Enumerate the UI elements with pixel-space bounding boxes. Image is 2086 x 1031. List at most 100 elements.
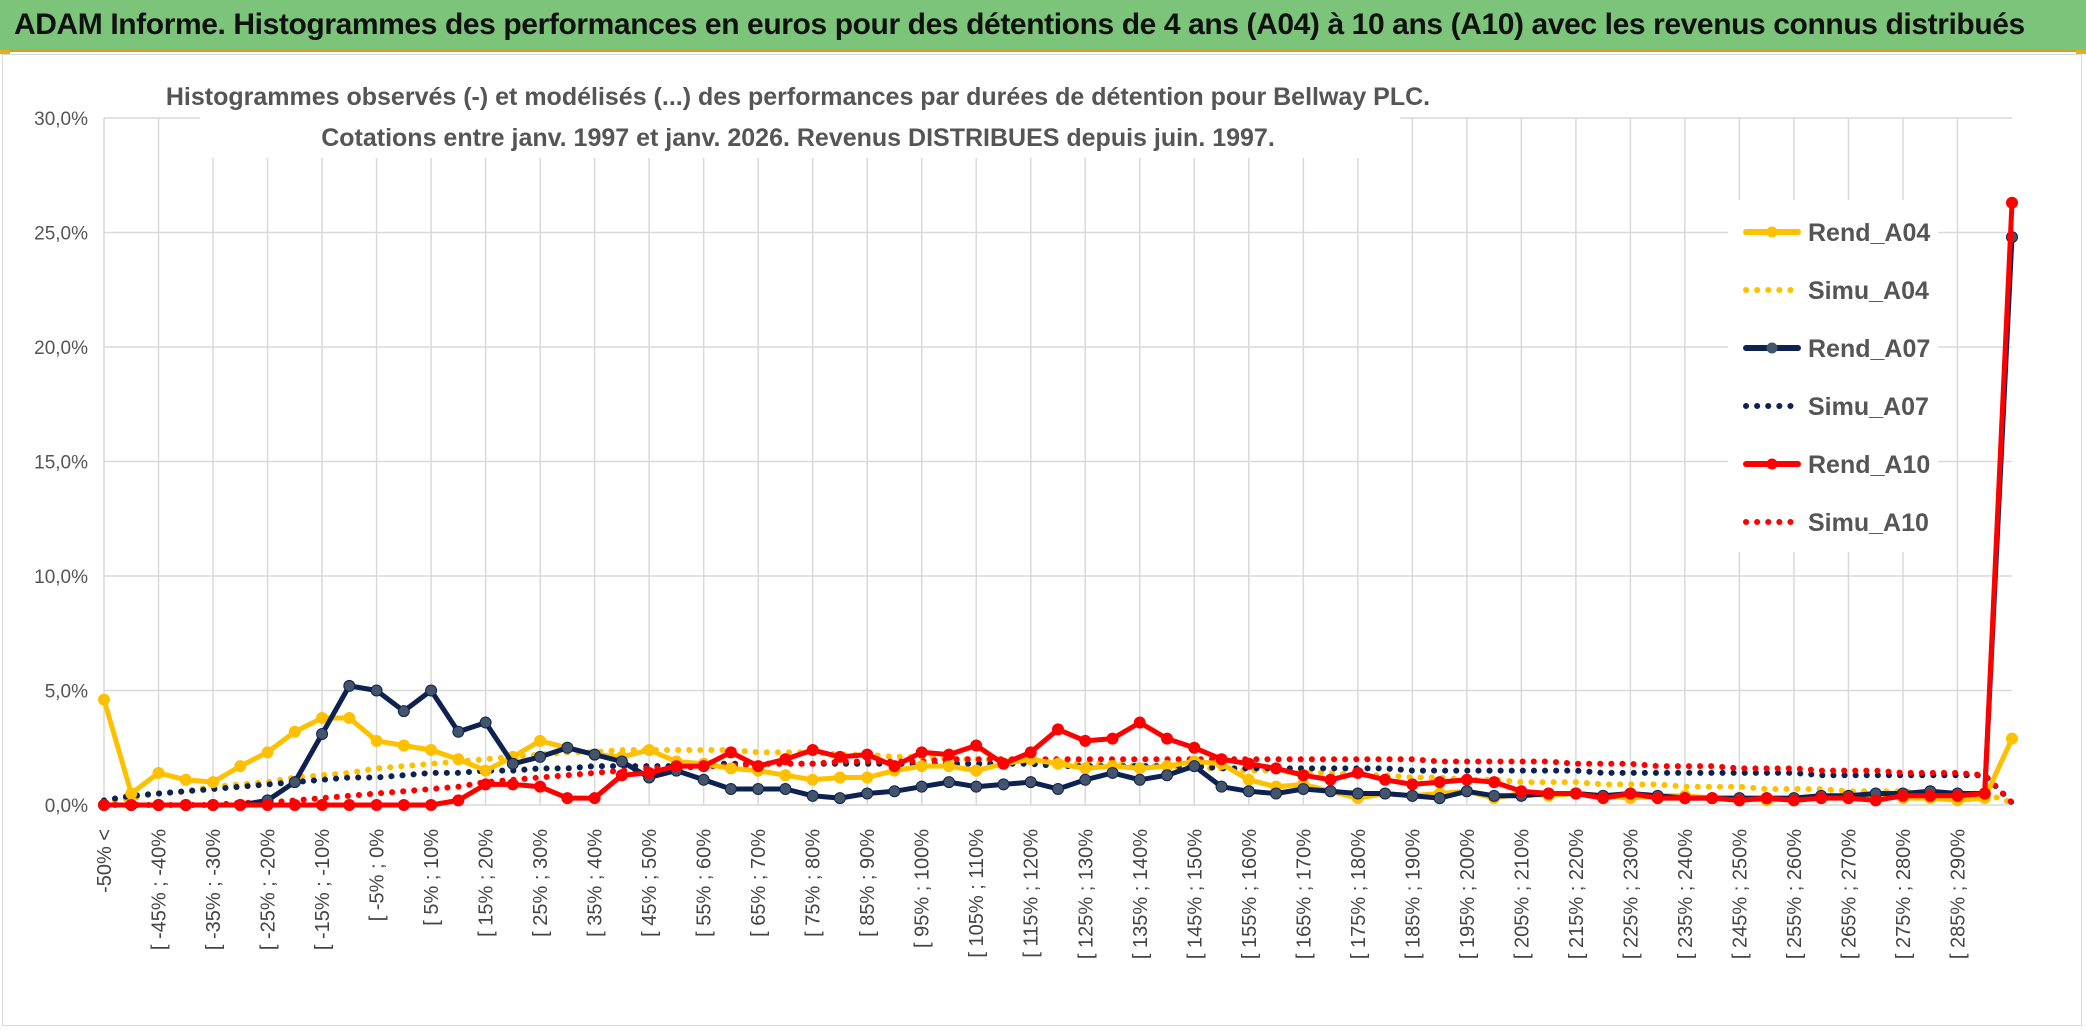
data-point-rend_a10 <box>152 799 165 811</box>
data-point-rend_a10 <box>288 799 301 811</box>
data-point-rend_a07 <box>1133 773 1146 786</box>
data-point-rend_a07 <box>1270 787 1283 800</box>
x-tick-label: [ 275% ; 280% <box>1893 829 1915 959</box>
data-point-rend_a10 <box>1542 787 1555 800</box>
data-point-rend_a04 <box>179 773 192 786</box>
data-point-rend_a10 <box>1869 794 1882 807</box>
data-point-rend_a10 <box>452 794 465 807</box>
chart-subtitle: Cotations entre janv. 1997 et janv. 2026… <box>321 124 1275 152</box>
data-point-rend_a07 <box>724 782 737 795</box>
data-point-rend_a10 <box>1106 732 1119 745</box>
data-point-rend_a04 <box>343 711 356 724</box>
data-point-rend_a10 <box>234 799 247 811</box>
data-point-rend_a07 <box>343 679 356 692</box>
data-point-rend_a07 <box>452 725 465 738</box>
data-point-rend_a10 <box>1460 773 1473 786</box>
data-point-rend_a10 <box>861 748 874 761</box>
data-point-rend_a04 <box>1052 757 1064 770</box>
data-point-rend_a07 <box>1488 789 1501 802</box>
data-point-rend_a07 <box>397 705 410 718</box>
x-tick-label: [ 75% ; 80% <box>803 829 825 937</box>
data-point-rend_a04 <box>316 711 329 724</box>
x-tick-label: [ 5% ; 10% <box>421 829 443 926</box>
data-point-rend_a07 <box>861 787 874 800</box>
data-point-rend_a10 <box>806 744 819 757</box>
y-axis-ticks: 0,0% 5,0% 10,0% 15,0% 20,0% 25,0% 30,0% <box>34 109 88 817</box>
data-point-rend_a07 <box>588 748 601 761</box>
data-point-rend_a10 <box>370 799 383 811</box>
data-point-rend_a07 <box>534 750 547 763</box>
data-point-rend_a04 <box>1133 762 1146 775</box>
data-point-rend_a04 <box>125 787 138 800</box>
legend-label-simu_a10: Simu_A10 <box>1808 509 1929 537</box>
legend-label-simu_a07: Simu_A07 <box>1808 393 1929 421</box>
series-layer <box>98 196 2018 811</box>
data-point-rend_a07 <box>779 782 792 795</box>
data-point-rend_a04 <box>806 773 819 786</box>
data-point-rend_a04 <box>397 739 410 752</box>
x-tick-label: [ 245% ; 250% <box>1729 829 1751 959</box>
frame-corner-mark <box>2076 50 2086 54</box>
y-tick-label: 20,0% <box>34 338 88 359</box>
data-point-rend_a10 <box>1270 762 1283 775</box>
series-line-rend_a10 <box>101 200 2015 808</box>
data-point-rend_a04 <box>234 760 247 773</box>
data-point-rend_a10 <box>425 799 438 811</box>
data-point-rend_a07 <box>1297 782 1310 795</box>
x-tick-label: -50% < <box>94 829 116 893</box>
data-point-rend_a04 <box>370 734 383 747</box>
legend-label-simu_a04: Simu_A04 <box>1808 277 1929 305</box>
data-point-rend_a07 <box>1188 760 1201 773</box>
data-point-rend_a10 <box>1242 757 1255 770</box>
x-tick-label: [ 25% ; 30% <box>530 829 552 937</box>
data-point-rend_a10 <box>1052 723 1064 736</box>
x-tick-label: [ 225% ; 230% <box>1620 829 1642 959</box>
data-point-rend_a10 <box>942 748 955 761</box>
data-point-rend_a10 <box>98 799 110 811</box>
data-point-rend_a04 <box>833 771 846 784</box>
x-tick-label: [ 135% ; 140% <box>1130 829 1152 959</box>
data-point-rend_a04 <box>152 766 165 779</box>
data-point-rend_a07 <box>316 728 329 741</box>
data-point-rend_a04 <box>261 746 274 759</box>
data-point-rend_a10 <box>261 799 274 811</box>
data-point-rend_a10 <box>1079 734 1092 747</box>
data-point-rend_a07 <box>288 776 301 789</box>
x-tick-label: [ 185% ; 190% <box>1402 829 1424 959</box>
data-point-rend_a10 <box>1433 776 1446 789</box>
series-line-rend_a07 <box>101 234 2015 808</box>
data-point-rend_a10 <box>1951 789 1964 802</box>
data-point-rend_a10 <box>1978 787 1991 800</box>
data-point-rend_a10 <box>1406 778 1419 791</box>
data-point-rend_a07 <box>915 780 928 793</box>
data-point-rend_a10 <box>1787 794 1800 807</box>
data-point-rend_a10 <box>970 739 983 752</box>
data-point-rend_a04 <box>2006 732 2018 745</box>
x-tick-label: [ 265% ; 270% <box>1838 829 1860 959</box>
data-point-rend_a04 <box>724 762 737 775</box>
x-tick-label: [ 255% ; 260% <box>1784 829 1806 959</box>
data-point-rend_a10 <box>752 760 765 773</box>
data-point-rend_a07 <box>888 785 901 798</box>
data-point-rend_a04 <box>643 744 656 757</box>
data-point-rend_a10 <box>561 792 574 805</box>
data-point-rend_a10 <box>316 799 329 811</box>
data-point-rend_a10 <box>888 760 901 773</box>
data-point-rend_a10 <box>1597 792 1610 805</box>
y-tick-label: 25,0% <box>34 224 88 245</box>
data-point-rend_a07 <box>615 755 628 768</box>
y-tick-label: 0,0% <box>45 796 88 817</box>
x-tick-label: [ 65% ; 70% <box>748 829 770 937</box>
data-point-rend_a10 <box>1379 773 1392 786</box>
data-point-rend_a07 <box>1079 773 1092 786</box>
data-point-rend_a04 <box>1079 762 1092 775</box>
x-tick-label: [ -15% ; -10% <box>312 829 334 950</box>
y-tick-label: 5,0% <box>45 682 88 703</box>
data-point-rend_a10 <box>2006 196 2018 209</box>
chart-title-box <box>200 76 1400 158</box>
data-point-rend_a10 <box>724 746 737 759</box>
data-point-rend_a10 <box>615 769 628 782</box>
x-tick-label: [ -5% ; 0% <box>367 829 389 921</box>
data-point-rend_a10 <box>1351 766 1364 779</box>
